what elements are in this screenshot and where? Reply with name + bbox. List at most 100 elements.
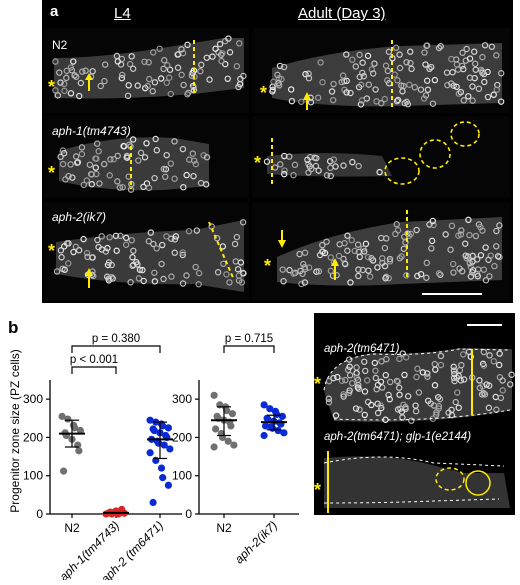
- nucleus: [233, 63, 241, 70]
- nucleus: [75, 246, 83, 254]
- nucleus: [54, 92, 62, 99]
- nucleus: [376, 168, 383, 176]
- nucleus: [432, 366, 439, 373]
- nucleus: [83, 249, 91, 257]
- nucleus: [152, 135, 159, 143]
- micrograph-aph2-adult: *: [252, 202, 510, 300]
- nucleus: [437, 361, 445, 369]
- data-point: [159, 474, 167, 482]
- nucleus: [127, 279, 134, 286]
- nucleus: [172, 233, 180, 240]
- nucleus: [399, 350, 406, 357]
- nucleus: [179, 280, 187, 287]
- nucleus: [478, 391, 486, 398]
- data-point: [274, 426, 282, 435]
- nucleus: [212, 45, 219, 52]
- nucleus: [466, 231, 473, 239]
- data-point: [164, 424, 172, 432]
- nucleus: [277, 161, 284, 168]
- nucleus: [235, 83, 242, 91]
- data-point: [71, 424, 79, 432]
- nucleus: [335, 252, 343, 260]
- distal-tip-star: *: [254, 153, 262, 173]
- nucleus: [396, 64, 404, 72]
- nucleus: [422, 61, 429, 68]
- nucleus: [466, 74, 474, 81]
- nucleus: [486, 382, 493, 389]
- nucleus: [195, 269, 203, 277]
- nucleus: [386, 258, 394, 265]
- nucleus: [355, 272, 362, 280]
- nucleus: [163, 79, 170, 86]
- nucleus: [89, 68, 96, 75]
- nucleus: [457, 231, 465, 238]
- nucleus: [113, 247, 120, 254]
- nucleus: [392, 230, 399, 238]
- nucleus: [141, 58, 148, 65]
- nucleus: [398, 408, 406, 415]
- nucleus: [101, 61, 109, 68]
- nucleus: [186, 156, 193, 163]
- data-point: [260, 401, 268, 409]
- nucleus: [357, 101, 365, 108]
- nucleus: [392, 44, 400, 51]
- nucleus: [88, 180, 96, 188]
- nucleus: [411, 84, 419, 91]
- nucleus: [364, 253, 372, 261]
- nucleus: [53, 268, 61, 275]
- nucleus: [373, 386, 380, 393]
- nucleus: [118, 71, 126, 79]
- nucleus: [472, 60, 479, 67]
- nucleus: [349, 158, 356, 166]
- nucleus: [403, 98, 410, 106]
- nucleus: [442, 231, 449, 238]
- nucleus: [156, 45, 163, 52]
- nucleus: [349, 380, 356, 387]
- nucleus: [384, 77, 391, 84]
- nucleus: [217, 51, 225, 59]
- nucleus: [213, 235, 221, 242]
- nucleus: [157, 75, 165, 82]
- nucleus: [126, 60, 134, 68]
- nucleus: [368, 401, 375, 409]
- y-tick-label: 100: [172, 469, 192, 483]
- nucleus: [400, 82, 407, 90]
- nucleus: [151, 269, 158, 276]
- nucleus: [145, 184, 153, 192]
- nucleus: [323, 238, 330, 245]
- nucleus: [330, 80, 337, 88]
- nucleus: [448, 406, 455, 414]
- nucleus: [330, 374, 337, 382]
- nucleus: [57, 79, 64, 86]
- nucleus: [301, 279, 309, 286]
- nucleus: [160, 165, 167, 173]
- nucleus: [287, 86, 295, 93]
- data-point: [159, 422, 167, 430]
- nucleus: [346, 372, 354, 379]
- nucleus: [348, 236, 355, 244]
- nucleus: [466, 55, 474, 62]
- nucleus: [52, 58, 59, 65]
- nucleus: [326, 158, 334, 165]
- nucleus: [361, 358, 368, 365]
- nucleus: [413, 373, 420, 381]
- nucleus: [145, 59, 152, 66]
- nucleus: [174, 64, 182, 71]
- nucleus: [359, 266, 367, 274]
- nucleus: [372, 374, 380, 382]
- nucleus: [305, 169, 312, 176]
- nucleus: [238, 279, 246, 286]
- panel-c-micrograph: aph-2(tm6471) aph-2(tm6471); glp-1(e2144…: [314, 313, 515, 515]
- nucleus: [219, 243, 227, 250]
- nucleus: [408, 417, 415, 424]
- nucleus: [174, 51, 181, 58]
- nucleus: [151, 79, 159, 86]
- nucleus: [401, 233, 408, 241]
- nucleus: [435, 44, 443, 52]
- nucleus: [346, 387, 353, 394]
- nucleus: [97, 82, 104, 90]
- nucleus: [149, 88, 156, 95]
- nucleus: [340, 393, 347, 400]
- nucleus: [57, 153, 64, 161]
- nucleus: [263, 158, 271, 165]
